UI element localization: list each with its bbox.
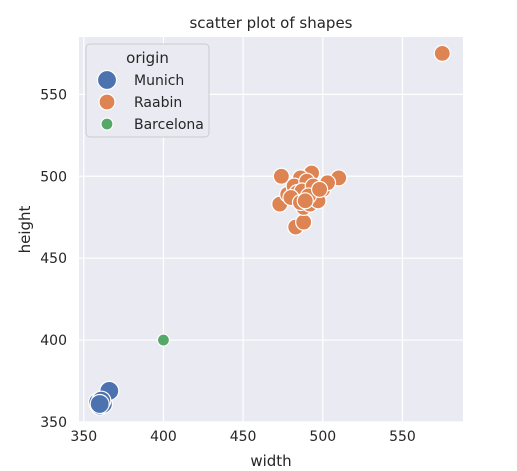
x-tick-label: 550 bbox=[389, 429, 416, 445]
legend-marker-raabin bbox=[98, 93, 116, 111]
y-tick-labels: 350 400 450 500 550 bbox=[40, 87, 67, 431]
legend-label-raabin: Raabin bbox=[134, 95, 182, 111]
x-tick-label: 450 bbox=[230, 429, 257, 445]
data-point-raabin bbox=[310, 180, 329, 198]
data-point-barcelona bbox=[156, 333, 171, 347]
data-point-raabin bbox=[433, 44, 451, 62]
y-tick-label: 550 bbox=[40, 87, 67, 103]
chart-title: scatter plot of shapes bbox=[189, 14, 352, 32]
data-point-raabin bbox=[295, 213, 313, 231]
y-tick-label: 400 bbox=[40, 333, 67, 349]
y-tick-label: 450 bbox=[40, 251, 67, 267]
x-tick-label: 500 bbox=[309, 429, 336, 445]
legend: origin Munich Raabin Barcelona bbox=[85, 43, 210, 138]
legend-marker-munich bbox=[96, 69, 118, 91]
x-tick-label: 400 bbox=[150, 429, 177, 445]
x-axis-label: width bbox=[250, 452, 291, 470]
data-point-raabin bbox=[296, 192, 314, 210]
data-points bbox=[88, 44, 451, 416]
y-tick-label: 500 bbox=[40, 169, 67, 185]
x-tick-labels: 350 400 450 500 550 bbox=[70, 429, 415, 445]
legend-box bbox=[85, 43, 210, 138]
legend-title: origin bbox=[126, 49, 169, 67]
legend-label-barcelona: Barcelona bbox=[134, 117, 204, 133]
y-axis-label: height bbox=[16, 205, 34, 253]
y-tick-label: 350 bbox=[40, 415, 67, 431]
data-point-munich bbox=[89, 393, 110, 415]
x-tick-label: 350 bbox=[70, 429, 97, 445]
legend-label-munich: Munich bbox=[134, 73, 184, 89]
data-point-raabin bbox=[272, 167, 290, 185]
grid-lines bbox=[79, 37, 463, 423]
legend-marker-barcelona bbox=[100, 117, 114, 131]
